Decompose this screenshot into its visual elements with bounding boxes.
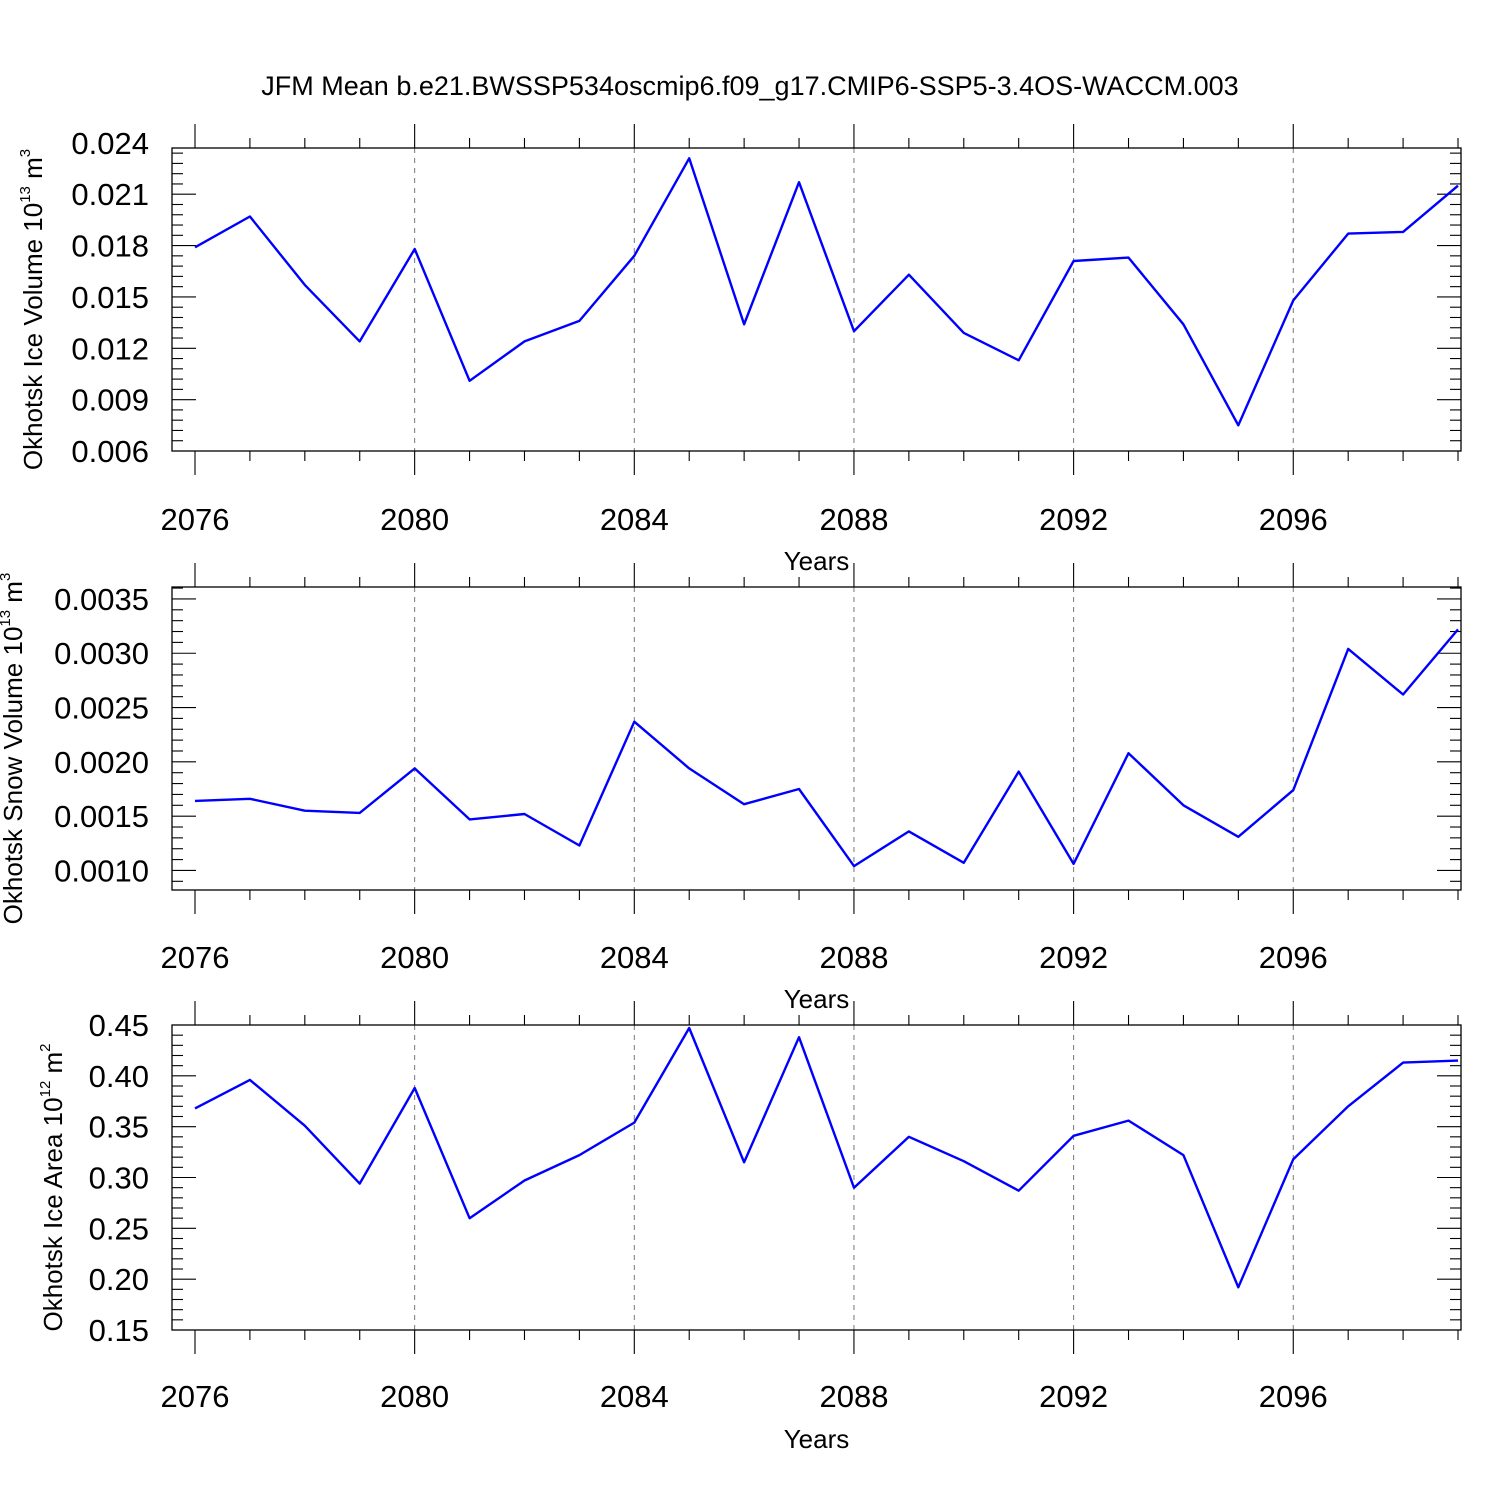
- y-tick-label: 0.018: [71, 229, 149, 264]
- grid-snow-volume: [414, 587, 1294, 890]
- series-snow-volume: [194, 628, 1459, 868]
- y-axis-label-text: Okhotsk Ice Area 10: [38, 1097, 68, 1331]
- y-tick-label: 0.021: [71, 177, 149, 212]
- x-tick-label: 2080: [380, 1379, 449, 1414]
- y-tick-label: 0.015: [71, 280, 149, 315]
- grid-ice-area: [414, 1025, 1294, 1330]
- y-tick-label: 0.40: [89, 1059, 149, 1094]
- ticks-snow-volume: [172, 563, 1461, 914]
- x-tick-label: 2080: [380, 502, 449, 537]
- ticks-ice-area: [172, 1001, 1461, 1354]
- x-tick-label: 2076: [161, 1379, 230, 1414]
- y-axis-label-unit-exponent: 3: [0, 573, 14, 581]
- y-tick-label: 0.45: [89, 1008, 149, 1043]
- y-tick-label: 0.15: [89, 1313, 149, 1348]
- y-tick-label: 0.20: [89, 1262, 149, 1297]
- y-axis-label-exponent: 13: [17, 186, 34, 203]
- y-tick-label: 0.0030: [54, 636, 149, 671]
- panel-ice-volume: 0.006 0.009 0.012 0.015 0.018 0.021 0.024 2076 2…: [17, 124, 1462, 576]
- y-axis-label-unit-exponent: 2: [37, 1043, 54, 1051]
- y-tick-label: 0.30: [89, 1161, 149, 1196]
- x-tick-label: 2088: [819, 1379, 888, 1414]
- x-tick-label: 2084: [600, 940, 669, 975]
- y-axis-label-snow-volume: Okhotsk Snow Volume 1013 m3: [0, 573, 28, 925]
- y-tick-label: 0.25: [89, 1211, 149, 1246]
- y-axis-label-exponent: 12: [37, 1081, 54, 1098]
- series-ice-area: [194, 1026, 1459, 1289]
- y-axis-label-ice-volume: Okhotsk Ice Volume 1013 m3: [17, 149, 48, 470]
- series-ice-volume: [194, 157, 1459, 427]
- tick-labels-ice-volume: 0.006 0.009 0.012 0.015 0.018 0.021 0.024 2076 2…: [71, 126, 1327, 537]
- x-tick-label: 2096: [1259, 502, 1328, 537]
- series-line-ice-area: [194, 1026, 1459, 1289]
- figure-title: JFM Mean b.e21.BWSSP534oscmip6.f09_g17.C…: [261, 71, 1238, 101]
- plot-frame-ice-volume: [171, 147, 1462, 452]
- x-axis-label-snow-volume: Years: [784, 984, 850, 1014]
- ticks-ice-volume: [172, 124, 1461, 475]
- y-axis-label-unit: m: [18, 157, 48, 186]
- x-tick-label: 2084: [600, 1379, 669, 1414]
- y-axis-label-text: Okhotsk Ice Volume 10: [18, 203, 48, 470]
- x-tick-label: 2092: [1039, 940, 1108, 975]
- tick-labels-ice-area: 0.15 0.20 0.25 0.30 0.35 0.40 0.45 2076 2080 2084…: [89, 1008, 1328, 1414]
- y-tick-label: 0.0015: [54, 799, 149, 834]
- y-tick-label: 0.0025: [54, 691, 149, 726]
- y-axis-label-text: Okhotsk Snow Volume 10: [0, 627, 28, 925]
- panel-snow-volume: 0.0010 0.0015 0.0020 0.0025 0.0030 0.0035 2076…: [0, 563, 1462, 1014]
- x-tick-label: 2076: [161, 940, 230, 975]
- x-tick-label: 2088: [819, 940, 888, 975]
- tick-labels-snow-volume: 0.0010 0.0015 0.0020 0.0025 0.0030 0.0035 2076…: [54, 582, 1328, 975]
- x-axis-label-ice-area: Years: [784, 1424, 850, 1454]
- y-tick-label: 0.012: [71, 331, 149, 366]
- series-line-snow-volume: [194, 628, 1459, 868]
- y-tick-label: 0.0035: [54, 582, 149, 617]
- series-line-ice-volume: [194, 157, 1459, 427]
- y-axis-label-unit-exponent: 3: [17, 149, 34, 157]
- x-tick-label: 2096: [1259, 940, 1328, 975]
- x-tick-label: 2084: [600, 502, 669, 537]
- x-tick-label: 2092: [1039, 502, 1108, 537]
- y-tick-label: 0.35: [89, 1110, 149, 1145]
- x-tick-label: 2076: [161, 502, 230, 537]
- y-tick-label: 0.009: [71, 383, 149, 418]
- x-tick-label: 2092: [1039, 1379, 1108, 1414]
- x-tick-label: 2096: [1259, 1379, 1328, 1414]
- panel-ice-area: 0.15 0.20 0.25 0.30 0.35 0.40 0.45 2076 2080 2084…: [37, 1001, 1462, 1454]
- y-axis-label-exponent: 13: [0, 610, 14, 627]
- y-tick-label: 0.0010: [54, 853, 149, 888]
- plot-frame-snow-volume: [171, 586, 1462, 891]
- y-tick-label: 0.0020: [54, 745, 149, 780]
- x-axis-label-ice-volume: Years: [784, 546, 850, 576]
- y-axis-label-ice-area: Okhotsk Ice Area 1012 m2: [37, 1043, 68, 1331]
- y-axis-label-unit: m: [0, 581, 28, 610]
- x-tick-label: 2088: [819, 502, 888, 537]
- y-tick-label: 0.024: [71, 126, 149, 161]
- plot-frame-ice-area: [171, 1024, 1462, 1331]
- x-tick-label: 2080: [380, 940, 449, 975]
- y-tick-label: 0.006: [71, 434, 149, 469]
- y-axis-label-unit: m: [38, 1052, 68, 1081]
